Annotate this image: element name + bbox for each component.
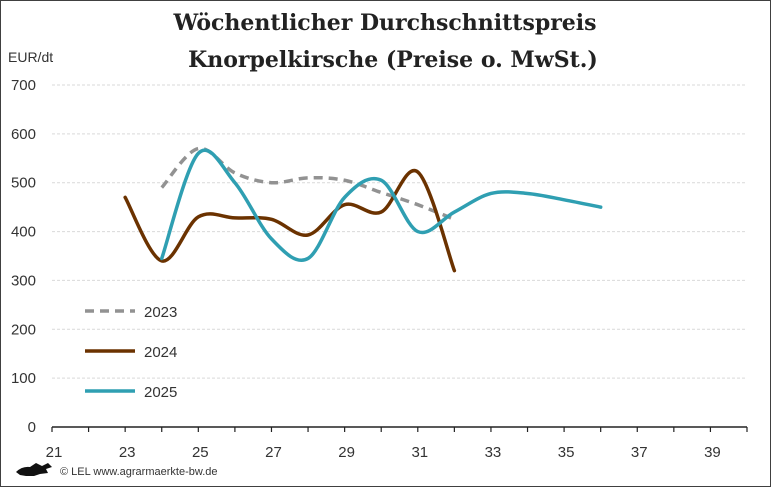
chart-title-line2: Knorpelkirsche (Preise o. MwSt.) [188, 47, 598, 73]
series-line-2025 [159, 148, 603, 262]
y-tick-label: 600 [11, 126, 36, 143]
x-tick-label: 21 [46, 444, 63, 461]
legend-label-2024: 2024 [144, 344, 177, 361]
x-tick-label: 27 [265, 444, 282, 461]
y-tick-label: 700 [11, 77, 36, 94]
y-tick-label: 500 [11, 175, 36, 192]
y-axis-label: EUR/dt [8, 49, 53, 65]
series-line-2023 [160, 146, 456, 221]
credit-text: © LEL www.agrarmaerkte-bw.de [60, 466, 218, 478]
y-tick-label: 300 [11, 272, 36, 289]
legend-label-2023: 2023 [144, 304, 177, 321]
x-tick-label: 33 [485, 444, 502, 461]
x-tick-label: 31 [411, 444, 428, 461]
x-tick-label: 37 [631, 444, 648, 461]
legend-label-2025: 2025 [144, 384, 177, 401]
y-tick-label: 100 [11, 370, 36, 387]
x-tick-label: 35 [558, 444, 575, 461]
x-tick-label: 25 [192, 444, 209, 461]
series-line-2024 [123, 168, 457, 273]
y-tick-label: 0 [28, 419, 36, 436]
lion-logo-icon [16, 463, 52, 476]
x-tick-label: 29 [338, 444, 355, 461]
y-tick-label: 400 [11, 224, 36, 241]
x-tick-label: 23 [119, 444, 136, 461]
x-tick-label: 39 [704, 444, 721, 461]
y-tick-label: 200 [11, 321, 36, 338]
chart-title-line1: Wöchentlicher Durchschnittspreis [172, 10, 596, 36]
